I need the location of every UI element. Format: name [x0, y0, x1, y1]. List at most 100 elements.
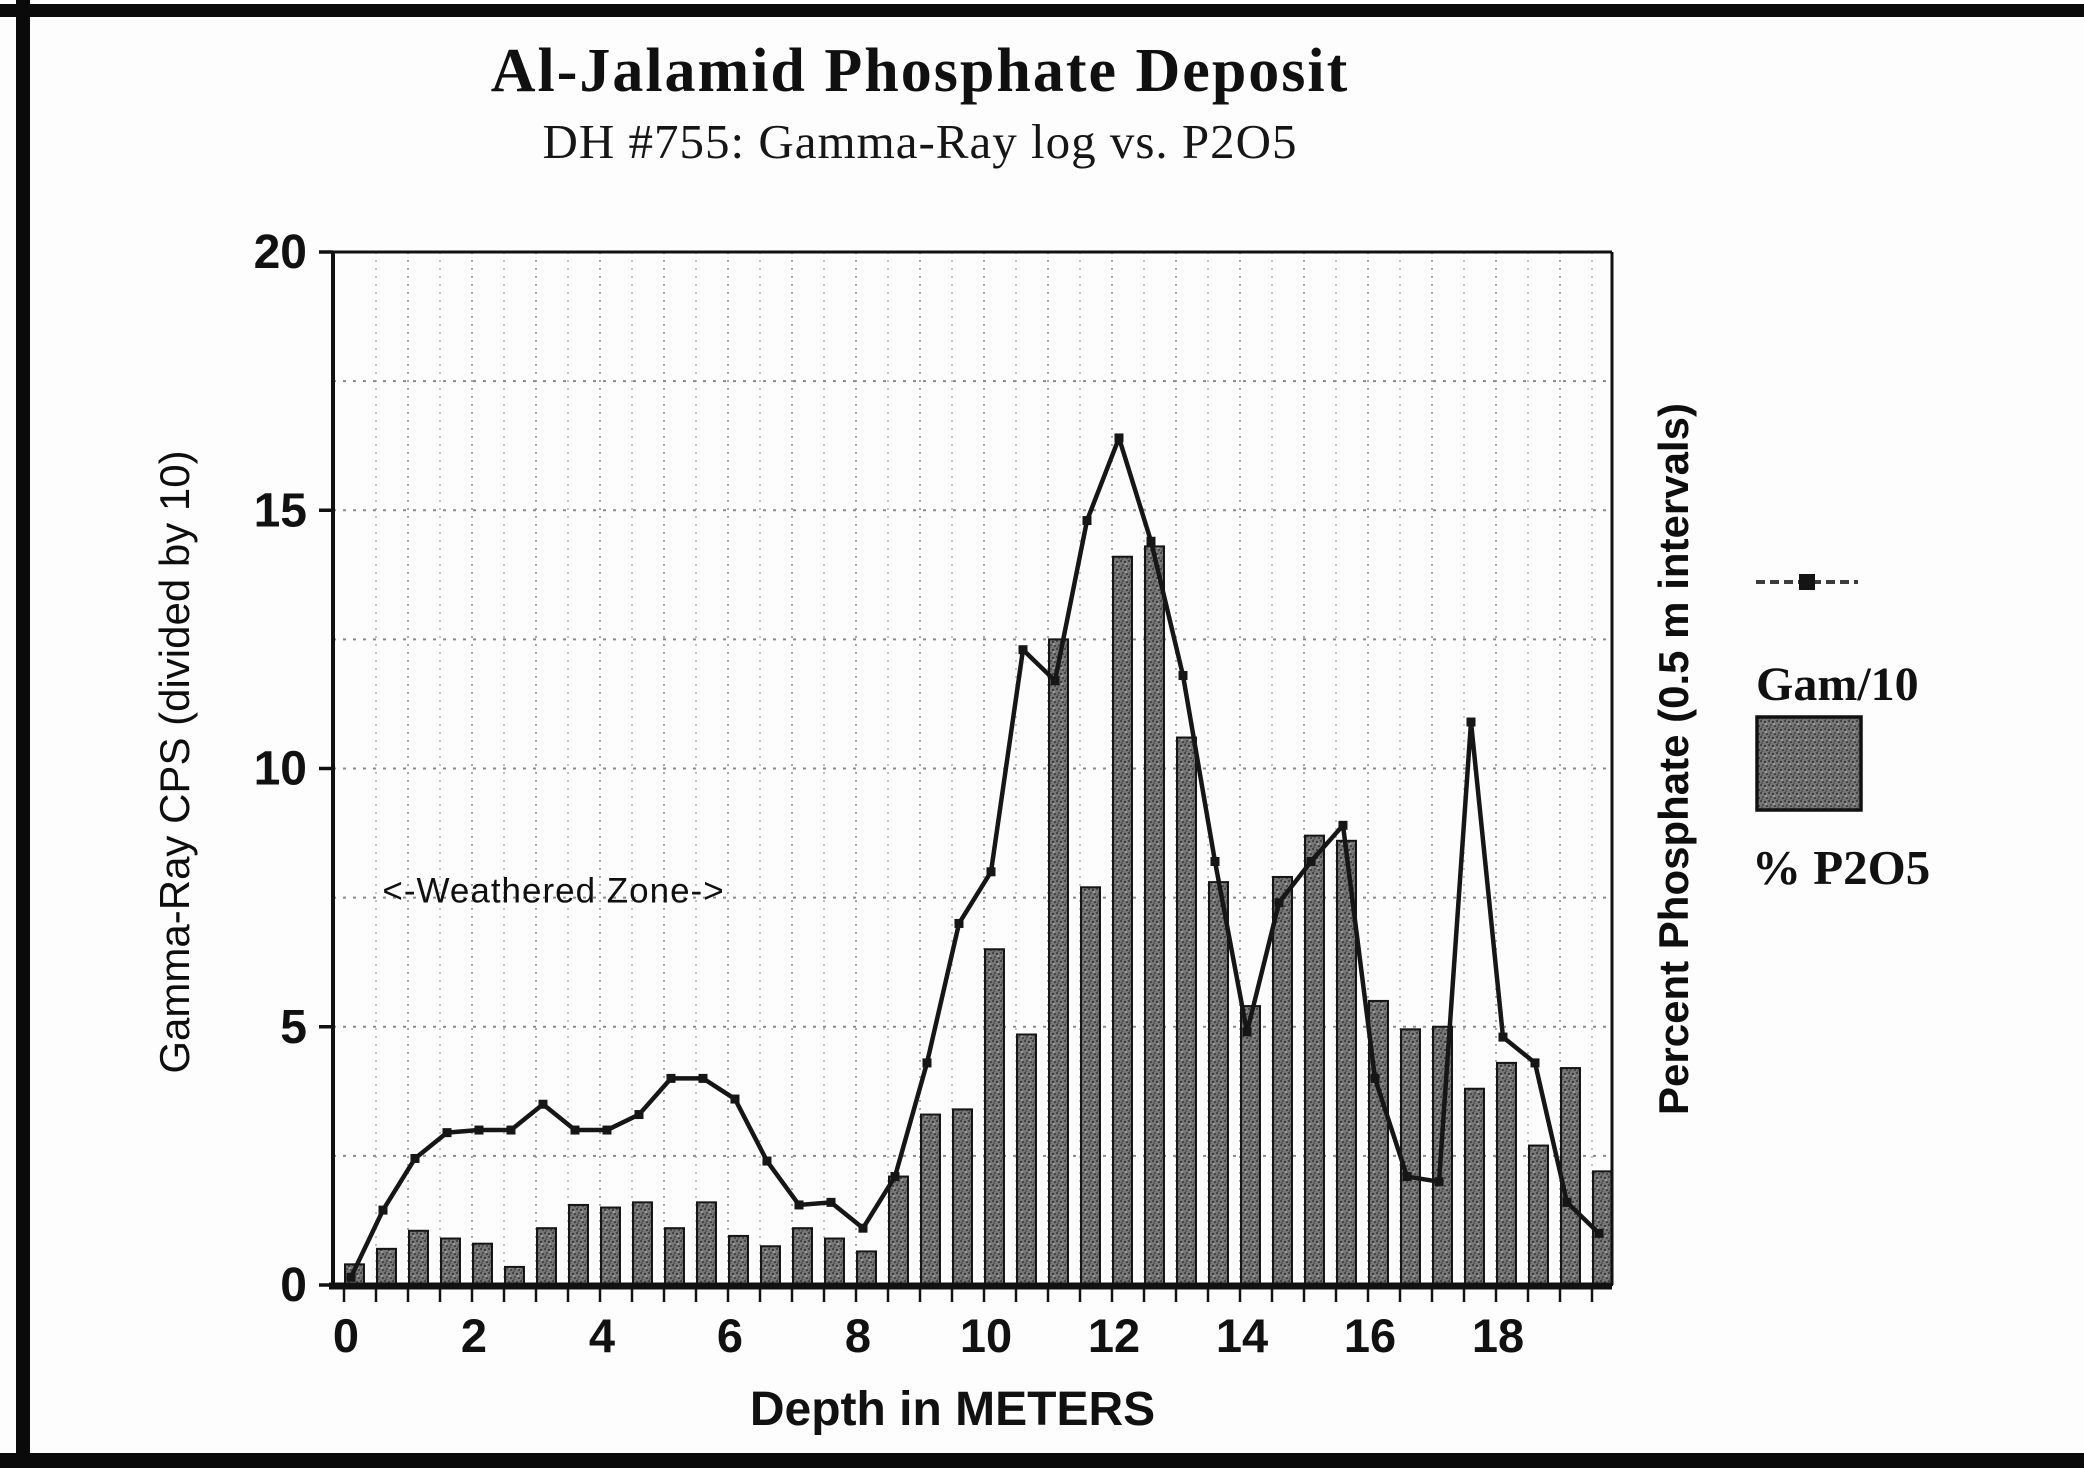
p2o5-bar: [632, 1201, 653, 1286]
weathered-zone-label: <-Weathered Zone->: [382, 871, 724, 910]
frame-top-bar: [0, 4, 2084, 17]
p2o5-bar: [728, 1234, 749, 1286]
p2o5-bar: [1304, 834, 1325, 1287]
p2o5-bar: [1496, 1061, 1517, 1287]
p2o5-bar: [920, 1113, 941, 1287]
gamma-line-marker: [954, 918, 964, 928]
gamma-line-marker: [1370, 1073, 1380, 1083]
x-tick-label: 4: [589, 1309, 615, 1362]
p2o5-bar: [1144, 545, 1165, 1286]
p2o5-bar: [1240, 1005, 1261, 1287]
gamma-line-path: [348, 435, 1601, 1279]
gamma-line-marker: [378, 1205, 388, 1215]
p2o5-bar: [696, 1201, 717, 1286]
p2o5-bar: [1272, 875, 1293, 1287]
x-tick-label: 0: [333, 1309, 359, 1362]
x-tick-label: 16: [1344, 1309, 1396, 1362]
y-tick-label: 0: [280, 1259, 307, 1312]
p2o5-bar: [376, 1247, 397, 1286]
gamma-line-marker: [1498, 1032, 1508, 1042]
p2o5-bar: [824, 1237, 845, 1287]
gamma-line-marker: [634, 1110, 644, 1120]
y-tick-label: 5: [280, 1001, 307, 1054]
p2o5-bar: [1208, 881, 1229, 1286]
p2o5-bar: [952, 1108, 973, 1287]
gamma-line-marker: [1018, 645, 1028, 655]
p2o5-bar: [1528, 1144, 1549, 1287]
gamma-line-marker: [1434, 1177, 1444, 1187]
p2o5-bar: [760, 1245, 781, 1286]
p2o5-bar: [1112, 555, 1133, 1286]
gamma-line-marker: [1562, 1197, 1572, 1207]
legend: Gam/10 % P2O5: [1752, 574, 1930, 895]
p2o5-bar: [1464, 1087, 1485, 1286]
gamma-line-marker: [570, 1125, 580, 1135]
gamma-line-marker: [1242, 1027, 1252, 1037]
x-tick-label: 14: [1216, 1309, 1268, 1362]
gamma-line-marker: [602, 1125, 612, 1135]
p2o5-bar: [1400, 1028, 1421, 1287]
p2o5-bar: [1048, 638, 1069, 1286]
p2o5-bar: [504, 1265, 525, 1286]
legend-line-label: Gam/10: [1756, 658, 1919, 711]
p2o5-bar: [888, 1175, 909, 1287]
x-tick-label: 6: [717, 1309, 743, 1362]
x-axis-title: Depth in METERS: [750, 1383, 1155, 1436]
gamma-line-marker: [730, 1094, 740, 1104]
x-tick-label: 12: [1088, 1309, 1140, 1362]
gamma-line-marker: [1594, 1228, 1604, 1238]
p2o5-bar: [1560, 1067, 1581, 1286]
p2o5-bar: [568, 1203, 589, 1287]
gamma-line-marker: [1306, 856, 1316, 866]
p2o5-bar: [408, 1229, 429, 1286]
gamma-line-marker: [1210, 856, 1220, 866]
gamma-line-marker: [986, 867, 996, 877]
p2o5-bar: [536, 1227, 557, 1287]
legend-line-marker: [1799, 574, 1815, 590]
frame-bottom-bar: [0, 1453, 2084, 1468]
gamma-line-marker: [698, 1073, 708, 1083]
chart-subtitle: DH #755: Gamma-Ray log vs. P2O5: [542, 114, 1298, 169]
gamma-line-marker: [1082, 516, 1092, 526]
gamma-line-marker: [1338, 820, 1348, 830]
y-tick-label: 10: [254, 743, 307, 796]
gamma-line: [346, 433, 1604, 1282]
gamma-line-marker: [794, 1200, 804, 1210]
p2o5-bars: [344, 545, 1613, 1287]
x-tick-label: 18: [1472, 1309, 1524, 1362]
p2o5-bar: [472, 1242, 493, 1287]
gamma-line-marker: [442, 1128, 452, 1138]
gamma-line-marker: [474, 1125, 484, 1135]
p2o5-bar: [792, 1227, 813, 1287]
chart-title: Al-Jalamid Phosphate Deposit: [490, 37, 1350, 105]
x-tick-label: 10: [960, 1309, 1012, 1362]
legend-bar-swatch: [1755, 715, 1863, 812]
gamma-line-marker: [1530, 1058, 1540, 1068]
gamma-line-marker: [1050, 676, 1060, 686]
gamma-line-marker: [826, 1197, 836, 1207]
gamma-line-marker: [1466, 717, 1476, 727]
gamma-line-marker: [1274, 898, 1284, 908]
p2o5-bar: [664, 1227, 685, 1287]
y-tick-label: 15: [254, 484, 307, 537]
p2o5-bar: [856, 1250, 877, 1286]
legend-bar-label: % P2O5: [1752, 840, 1930, 895]
gamma-line-marker: [1178, 671, 1188, 681]
gamma-line-marker: [890, 1172, 900, 1182]
gamma-line-marker: [666, 1073, 676, 1083]
gamma-line-marker: [762, 1156, 772, 1166]
gamma-line-marker: [1402, 1172, 1412, 1182]
p2o5-bar: [984, 948, 1005, 1287]
frame-left-bar: [16, 0, 30, 1468]
gamma-line-marker: [346, 1272, 356, 1282]
tick-labels: 0 2 4 6 8 10 12 14 16 18 0 5 10 15 20 Depth in METERS: [254, 226, 1594, 1436]
weathered-zone-annotation: <-Weathered Zone->: [382, 871, 724, 910]
gamma-line-marker: [1114, 433, 1124, 443]
p2o5-bar: [440, 1237, 461, 1287]
gamma-line-marker: [538, 1099, 548, 1109]
p2o5-bar: [1080, 886, 1101, 1286]
gamma-line-marker: [410, 1153, 420, 1163]
x-tick-label: 8: [845, 1309, 871, 1362]
